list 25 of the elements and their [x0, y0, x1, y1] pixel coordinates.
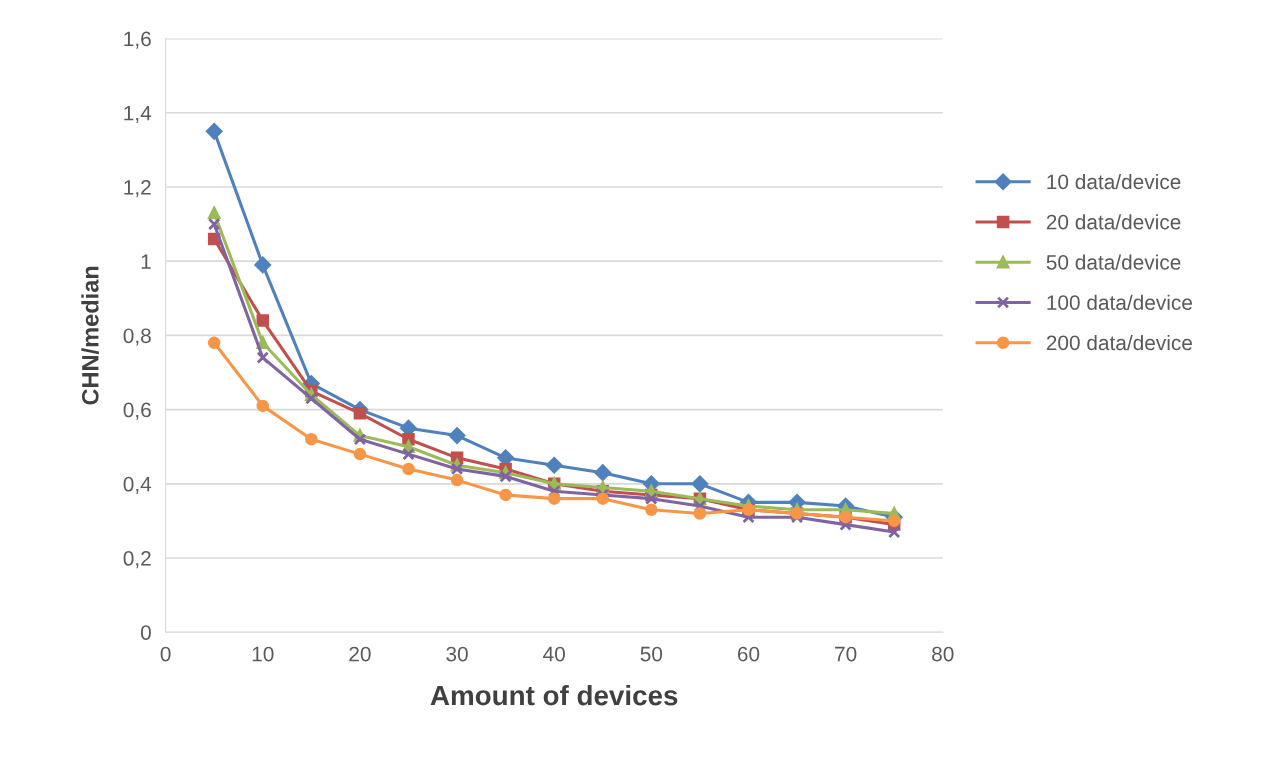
- y-tick-label: 1,2: [124, 179, 151, 198]
- x-tick-label: 20: [349, 646, 371, 662]
- y-tick-label: 1,4: [124, 105, 152, 123]
- y-tick-label: 0,8: [123, 328, 151, 346]
- x-tick-label: 10: [252, 646, 274, 662]
- y-tick-label: 1: [141, 254, 151, 269]
- x-tick-label: 60: [737, 646, 760, 662]
- x-tick-label: 40: [543, 646, 565, 662]
- legend-label: 10 data/device: [1047, 173, 1181, 190]
- legend-label: 200 data/device: [1046, 334, 1192, 351]
- x-tick-label: 50: [640, 646, 663, 662]
- y-tick-label: 0: [140, 625, 151, 640]
- x-tick-label: 30: [446, 646, 468, 662]
- legend-label: 50 data/device: [1046, 254, 1181, 270]
- x-tick-label: 70: [835, 646, 857, 662]
- x-axis-title: Amount of devices: [430, 684, 678, 706]
- y-tick-label: 0,6: [123, 402, 151, 420]
- x-tick-label: 80: [932, 646, 954, 662]
- y-tick-label: 0,2: [123, 551, 151, 569]
- x-tick-label: 0: [160, 646, 171, 662]
- legend-label: 100 data/device: [1047, 294, 1192, 310]
- legend-label: 20 data/device: [1046, 214, 1181, 230]
- y-axis-title: CHN/median: [81, 266, 99, 405]
- y-tick-label: 1,6: [124, 31, 151, 49]
- y-tick-label: 0,4: [123, 476, 152, 495]
